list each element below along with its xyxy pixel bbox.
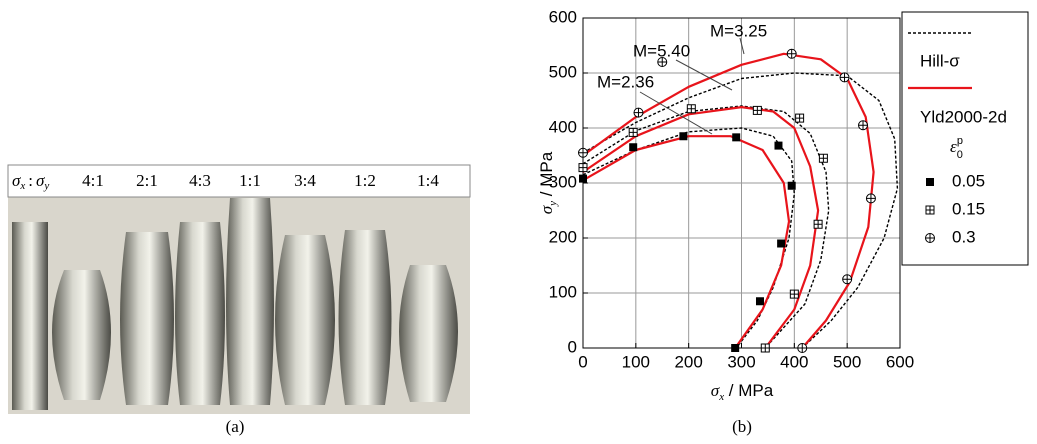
caption: (b) [732,417,752,436]
y-tick-label: 100 [549,282,577,301]
annotation-arrow [676,60,732,90]
curve [583,73,897,348]
annotation: M=5.40 [633,41,690,60]
specimen [275,235,335,405]
y-tick-label: 200 [549,227,577,246]
marker [732,133,740,141]
marker [679,132,687,140]
y-tick-label: 500 [549,62,577,81]
y-axis-title: σy / MPa [537,151,559,214]
marker-shape [679,132,687,140]
marker-shape [756,297,764,305]
x-tick-label: 600 [886,352,914,371]
marker [579,164,587,172]
figure: σx:σy 4:1 2:1 4:3 1:1 3:4 1:2 1:4 (a) 0 100 200 3… [0,0,1037,439]
legend-title-part: p [957,135,963,147]
ratio-label: 2:1 [136,171,158,190]
x-tick-label: 500 [833,352,861,371]
ratio-label: 4:3 [189,171,211,190]
marker [926,234,935,243]
x-tick-label: 300 [727,352,755,371]
marker [687,105,695,113]
specimen [399,265,458,402]
x-tick-label: 200 [674,352,702,371]
x-axis-title-part: / MPa [724,381,774,400]
marker [798,344,807,353]
marker [790,290,798,298]
marker [787,49,796,58]
marker [753,106,761,114]
marker-shape [926,178,934,186]
legend-label: 0.15 [952,199,985,218]
marker [819,154,827,162]
marker-shape [629,143,637,151]
marker-shape [774,142,782,150]
marker [926,178,934,186]
legend-label: Yld2000-2d [920,107,1007,126]
y-axis-title-part: / MPa [537,151,556,201]
marker [777,240,785,248]
specimen [120,232,174,405]
ratio-label: 1:2 [354,171,376,190]
specimen [12,222,48,410]
marker-shape [732,133,740,141]
photo: σx:σy 4:1 2:1 4:3 1:1 3:4 1:2 1:4 (a) [8,165,470,436]
marker [866,194,875,203]
marker [756,297,764,305]
curve [583,136,789,348]
marker [843,275,852,284]
marker [859,121,868,130]
ratio-label: 1:1 [239,171,261,190]
x-tick-label: 0 [578,352,587,371]
x-tick-label: 100 [622,352,650,371]
y-tick-label: 600 [549,7,577,26]
header-label: σx:σy [12,171,49,192]
curve [583,54,874,348]
caption: (a) [226,417,245,436]
specimen [226,198,274,405]
y-tick-label: 400 [549,117,577,136]
marker [788,182,796,190]
marker-shape [788,182,796,190]
curve [583,107,818,348]
x-axis-title: σx / MPa [711,381,774,403]
marker [814,220,822,228]
marker [579,148,588,157]
marker-shape [579,175,587,183]
legend-label: 0.05 [952,171,985,190]
marker [761,344,769,352]
specimen [339,230,392,405]
annotation: M=2.36 [597,72,654,91]
ratio-label: 4:1 [82,171,104,190]
specimen [52,270,111,400]
marker [579,175,587,183]
legend-label: Hill-σ [920,51,960,70]
annotation: M=3.25 [710,21,767,40]
y-tick-label: 0 [568,337,577,356]
marker-shape [731,344,739,352]
specimen [175,222,225,405]
marker [926,206,934,214]
legend-title-part: 0 [957,149,963,161]
ratio-label: 1:4 [417,171,439,190]
marker [774,142,782,150]
marker [629,128,637,136]
marker-shape [777,240,785,248]
marker [840,73,849,82]
legend-label: 0.3 [952,227,976,246]
x-tick-label: 400 [780,352,808,371]
marker [731,344,739,352]
marker [629,143,637,151]
marker [634,108,643,117]
marker [796,114,804,122]
ratio-label: 3:4 [294,171,316,190]
